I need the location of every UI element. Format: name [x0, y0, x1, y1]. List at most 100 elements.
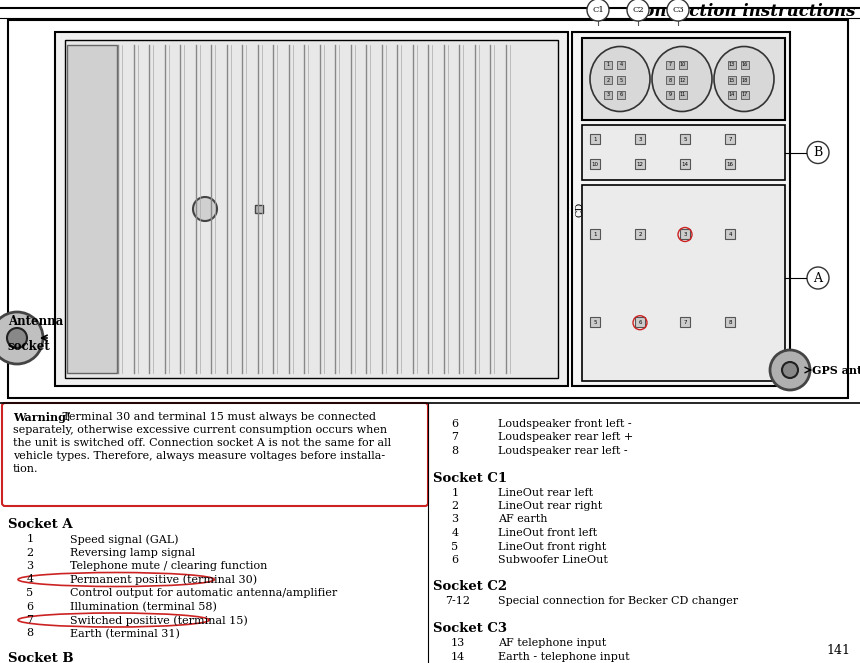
Text: 14: 14: [681, 162, 689, 166]
Bar: [728, 91, 736, 99]
Text: Antenna: Antenna: [8, 315, 64, 328]
Text: CD: CD: [575, 202, 585, 217]
Bar: [572, 32, 790, 386]
Bar: [617, 61, 625, 69]
Circle shape: [0, 312, 43, 364]
Bar: [725, 317, 735, 328]
Text: 7: 7: [683, 320, 687, 325]
Bar: [604, 76, 612, 84]
Ellipse shape: [652, 46, 712, 111]
Text: 14: 14: [729, 93, 735, 97]
Text: 6: 6: [452, 419, 458, 429]
Text: 4: 4: [619, 62, 623, 68]
Text: 6: 6: [619, 93, 623, 97]
Text: Illumination (terminal 58): Illumination (terminal 58): [70, 601, 217, 612]
Bar: [590, 158, 600, 168]
Text: 1: 1: [27, 534, 34, 544]
Text: 2: 2: [638, 232, 642, 237]
FancyBboxPatch shape: [2, 403, 428, 506]
Text: 7-12: 7-12: [445, 597, 470, 607]
Text: socket: socket: [8, 340, 51, 353]
Text: LineOut front right: LineOut front right: [498, 542, 606, 552]
Bar: [604, 91, 612, 99]
Text: 10: 10: [592, 162, 599, 166]
Bar: [741, 91, 749, 99]
Text: 2: 2: [606, 78, 610, 82]
Text: Socket B: Socket B: [8, 652, 74, 663]
Text: 6: 6: [27, 601, 34, 611]
Text: vehicle types. Therefore, always measure voltages before installa-: vehicle types. Therefore, always measure…: [13, 451, 385, 461]
Text: Socket A: Socket A: [8, 518, 72, 531]
Text: Socket C3: Socket C3: [433, 622, 507, 635]
Text: 1: 1: [606, 62, 610, 68]
Bar: [8, 20, 848, 398]
Bar: [725, 229, 735, 239]
Text: Control output for automatic antenna/amplifier: Control output for automatic antenna/amp…: [70, 588, 337, 598]
Bar: [255, 205, 263, 213]
Text: GPS antenna: GPS antenna: [812, 365, 860, 375]
Text: C1: C1: [593, 6, 604, 14]
Circle shape: [7, 328, 27, 348]
Text: C2: C2: [632, 6, 644, 14]
Text: Socket C1: Socket C1: [433, 471, 507, 485]
Text: 6: 6: [452, 555, 458, 565]
Bar: [680, 158, 690, 168]
Text: 141: 141: [826, 644, 850, 657]
Bar: [680, 229, 690, 239]
Text: 15: 15: [729, 78, 735, 82]
Text: Subwoofer LineOut: Subwoofer LineOut: [498, 555, 608, 565]
Text: LineOut rear left: LineOut rear left: [498, 487, 593, 497]
Text: Socket C2: Socket C2: [433, 581, 507, 593]
Text: 13: 13: [451, 638, 465, 648]
Text: Terminal 30 and terminal 15 must always be connected: Terminal 30 and terminal 15 must always …: [59, 412, 376, 422]
Circle shape: [193, 197, 217, 221]
Bar: [590, 229, 600, 239]
Text: 7: 7: [452, 432, 458, 442]
Text: Reversing lamp signal: Reversing lamp signal: [70, 548, 195, 558]
Bar: [617, 76, 625, 84]
Text: Earth (terminal 31): Earth (terminal 31): [70, 629, 180, 639]
Text: 9: 9: [668, 93, 672, 97]
Bar: [590, 134, 600, 144]
Bar: [65, 40, 558, 378]
Bar: [582, 38, 785, 120]
Bar: [666, 91, 674, 99]
Text: AF earth: AF earth: [498, 514, 548, 524]
Text: Earth - telephone input: Earth - telephone input: [498, 652, 630, 662]
Text: 5: 5: [619, 78, 623, 82]
Text: Permanent positive (terminal 30): Permanent positive (terminal 30): [70, 575, 257, 585]
Bar: [55, 32, 568, 386]
Text: Special connection for Becker CD changer: Special connection for Becker CD changer: [498, 597, 738, 607]
Circle shape: [667, 0, 689, 21]
Bar: [582, 185, 785, 381]
Bar: [635, 317, 645, 328]
Text: Switched positive (terminal 15): Switched positive (terminal 15): [70, 615, 248, 626]
Bar: [582, 125, 785, 180]
Text: 12: 12: [636, 162, 643, 166]
Text: LineOut front left: LineOut front left: [498, 528, 597, 538]
Text: 5: 5: [683, 137, 687, 142]
Text: B: B: [814, 146, 823, 159]
Text: 8: 8: [728, 320, 732, 325]
Text: Loudspeaker rear left -: Loudspeaker rear left -: [498, 446, 628, 456]
Bar: [590, 317, 600, 328]
Text: the unit is switched off. Connection socket A is not the same for all: the unit is switched off. Connection soc…: [13, 438, 391, 448]
Text: 6: 6: [638, 320, 642, 325]
Text: 5: 5: [452, 542, 458, 552]
Text: 7: 7: [27, 615, 34, 625]
Text: Speed signal (GAL): Speed signal (GAL): [70, 534, 179, 544]
Text: 17: 17: [742, 93, 748, 97]
Circle shape: [807, 141, 829, 164]
Text: 8: 8: [27, 629, 34, 638]
Bar: [728, 61, 736, 69]
Circle shape: [807, 267, 829, 289]
Bar: [679, 76, 687, 84]
Text: 11: 11: [680, 93, 686, 97]
Text: Warning!: Warning!: [13, 412, 71, 423]
Text: 2: 2: [452, 501, 458, 511]
Bar: [680, 134, 690, 144]
Bar: [666, 76, 674, 84]
Text: 4: 4: [728, 232, 732, 237]
Bar: [604, 61, 612, 69]
Bar: [741, 76, 749, 84]
